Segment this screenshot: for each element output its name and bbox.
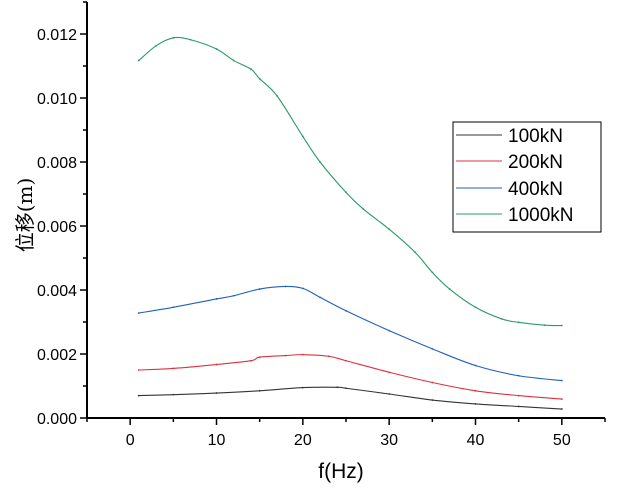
data-point — [276, 94, 278, 97]
data-point — [560, 408, 563, 410]
data-point — [172, 393, 175, 396]
data-point — [215, 48, 218, 50]
data-point — [258, 389, 261, 392]
data-point — [137, 394, 140, 397]
data-point — [517, 374, 520, 377]
data-point — [560, 398, 563, 401]
series-line — [138, 354, 562, 400]
data-point — [258, 288, 261, 290]
series-line — [138, 36, 562, 327]
x-tick-label: 30 — [380, 432, 398, 449]
data-point — [319, 161, 321, 163]
y-tick-label: 0.006 — [37, 219, 77, 236]
data-point — [345, 309, 347, 312]
y-tick-label: 0.000 — [37, 411, 77, 428]
data-point — [388, 371, 391, 374]
legend-label: 1000kN — [508, 205, 574, 226]
series-line — [138, 285, 562, 382]
x-tick-label: 40 — [467, 432, 485, 449]
series-200kN — [137, 353, 563, 401]
data-point — [189, 38, 192, 41]
data-point — [448, 288, 451, 290]
data-point — [500, 317, 503, 320]
data-point — [431, 347, 434, 350]
legend-label: 100kN — [508, 126, 563, 147]
data-point — [301, 287, 304, 290]
y-axis-label: 位移(m) — [13, 178, 37, 253]
data-point — [431, 381, 434, 384]
legend-label: 200kN — [508, 152, 563, 173]
data-point — [345, 191, 347, 194]
data-point — [137, 369, 140, 371]
data-point — [345, 359, 347, 362]
series-layer — [137, 36, 563, 410]
y-tick-label: 0.008 — [37, 155, 77, 172]
series-line — [138, 386, 562, 410]
y-tick-label: 0.010 — [37, 91, 77, 108]
data-point — [414, 251, 416, 254]
data-point — [474, 364, 477, 367]
data-point — [215, 392, 218, 394]
data-point — [172, 36, 175, 39]
data-point — [474, 389, 477, 392]
data-point — [319, 296, 321, 299]
data-point — [517, 394, 520, 397]
x-tick-label: 50 — [553, 432, 571, 449]
data-point — [388, 329, 391, 332]
series-100kN — [137, 386, 563, 410]
data-point — [301, 353, 304, 356]
data-point — [284, 354, 287, 357]
data-point — [137, 312, 140, 314]
data-point — [258, 77, 261, 80]
data-point — [172, 306, 175, 309]
data-point — [232, 294, 235, 297]
data-point — [284, 285, 287, 288]
legend-item: 100kN — [456, 126, 563, 147]
data-point — [388, 393, 391, 395]
x-axis-label: f(Hz) — [318, 460, 364, 483]
data-point — [517, 405, 520, 408]
data-point — [215, 363, 218, 366]
x-tick-label: 10 — [208, 432, 226, 449]
data-point — [232, 59, 235, 62]
data-point — [155, 44, 157, 47]
x-tick-label: 20 — [294, 432, 312, 449]
data-point — [560, 324, 563, 327]
data-point — [301, 135, 304, 138]
series-1000kN — [137, 36, 563, 327]
y-tick-label: 0.004 — [37, 283, 77, 300]
legend: 100kN 200kN 400kN 1000kN — [452, 121, 602, 233]
data-point — [474, 306, 477, 309]
data-point — [327, 355, 330, 358]
data-point — [543, 324, 546, 327]
data-point — [336, 386, 339, 389]
data-point — [345, 387, 347, 390]
data-point — [172, 367, 175, 370]
data-point — [137, 59, 140, 62]
data-point — [431, 399, 434, 401]
series-400kN — [137, 285, 563, 382]
legend-item: 1000kN — [456, 205, 574, 226]
y-tick-label: 0.012 — [37, 27, 77, 44]
data-point — [301, 386, 304, 389]
data-point — [431, 271, 434, 274]
ticks: 0 10 20 30 40 50 0.000 0.002 0.004 0.006 0.008 0.01… — [37, 1, 606, 449]
legend-label: 400kN — [508, 179, 563, 200]
data-point — [388, 228, 391, 231]
legend-item: 400kN — [456, 179, 563, 200]
data-point — [250, 68, 252, 71]
data-point — [474, 403, 477, 405]
data-point — [560, 379, 563, 382]
data-point — [517, 321, 520, 324]
x-tick-label: 0 — [126, 432, 135, 449]
data-point — [215, 298, 218, 300]
data-point — [258, 356, 261, 359]
data-point — [362, 208, 365, 210]
y-tick-label: 0.002 — [37, 347, 77, 364]
data-point — [250, 359, 252, 362]
legend-item: 200kN — [456, 152, 563, 173]
